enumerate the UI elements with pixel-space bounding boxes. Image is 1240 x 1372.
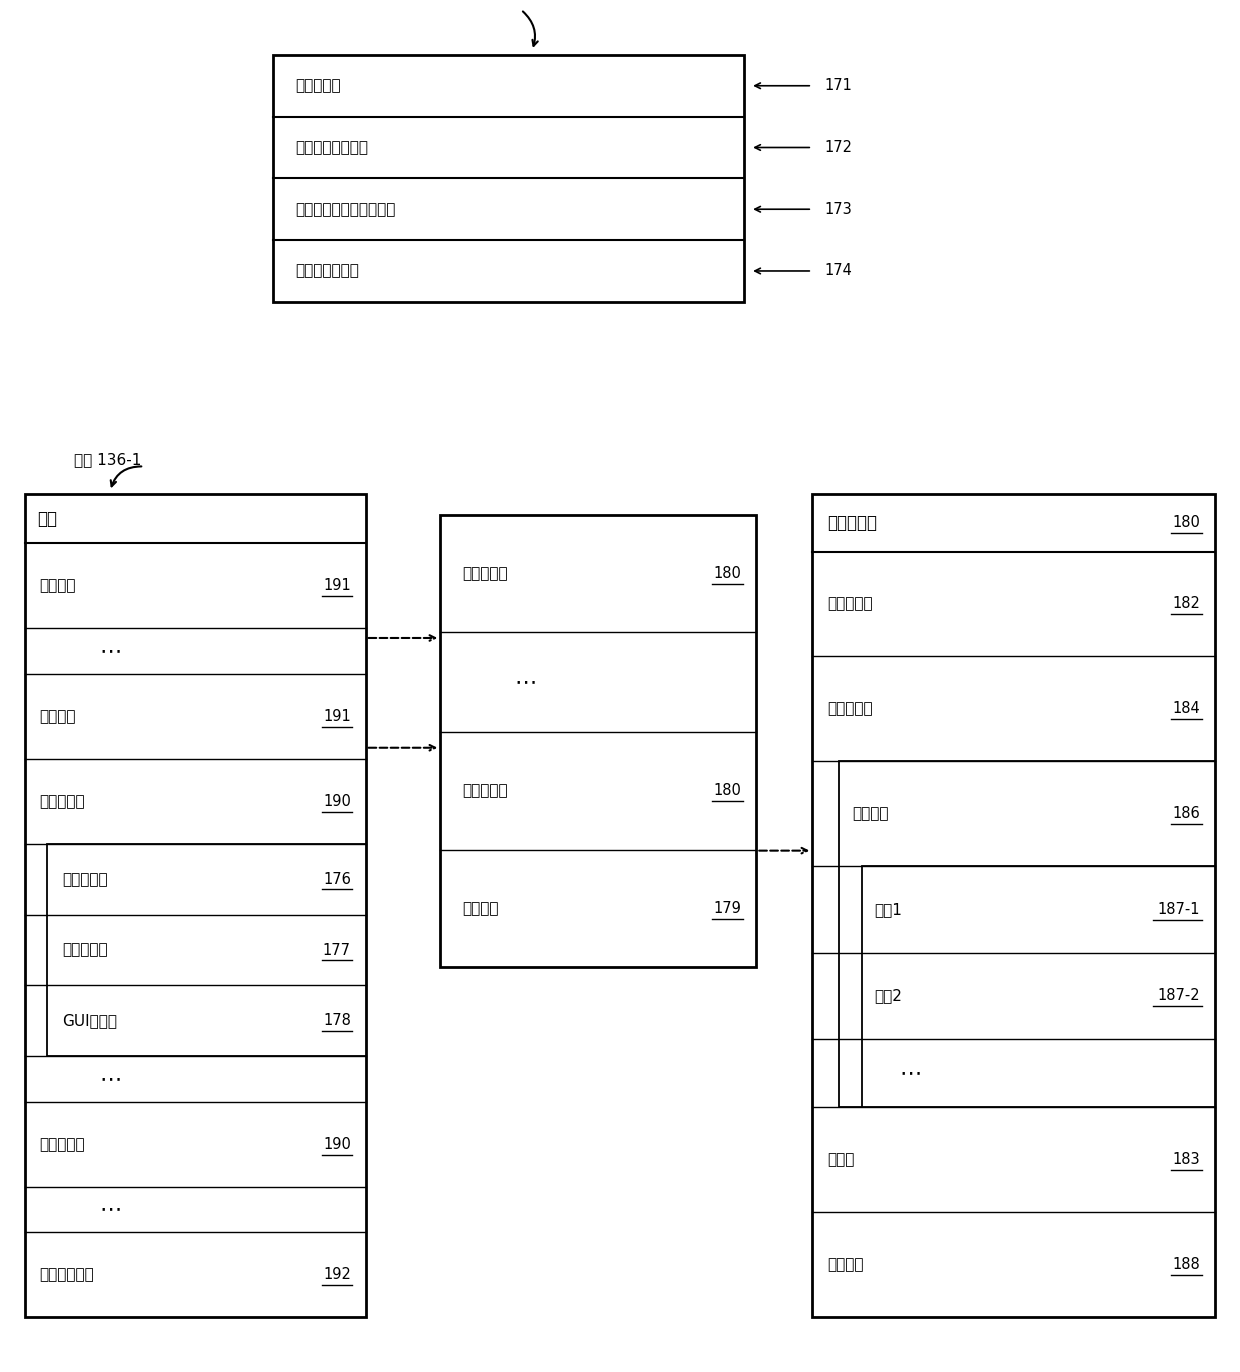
Text: ⋯: ⋯ xyxy=(515,672,537,691)
Bar xyxy=(273,55,744,302)
Text: 应用视图: 应用视图 xyxy=(40,709,76,723)
Text: 事件识别器: 事件识别器 xyxy=(827,513,877,532)
Text: 187-1: 187-1 xyxy=(1158,901,1200,916)
Bar xyxy=(440,514,756,967)
Text: 184: 184 xyxy=(1173,701,1200,716)
Bar xyxy=(862,866,1215,1107)
Text: 事件数据: 事件数据 xyxy=(463,901,498,916)
Text: 191: 191 xyxy=(324,709,351,723)
Text: 177: 177 xyxy=(322,943,351,958)
Text: 命中视图确定模块: 命中视图确定模块 xyxy=(295,140,368,155)
Bar xyxy=(47,844,366,1056)
Text: 180: 180 xyxy=(714,565,742,580)
Text: 元数据: 元数据 xyxy=(827,1152,854,1168)
Bar xyxy=(839,761,1215,1107)
Text: 事件识别器: 事件识别器 xyxy=(463,565,508,580)
Text: ⋯: ⋯ xyxy=(899,1063,921,1084)
Text: 事件接收器: 事件接收器 xyxy=(827,597,873,612)
Text: 对象更新器: 对象更新器 xyxy=(62,943,108,958)
Text: 183: 183 xyxy=(1173,1152,1200,1168)
Text: 数据更新器: 数据更新器 xyxy=(62,871,108,886)
Text: 活动事件识别器确定模块: 活动事件识别器确定模块 xyxy=(295,202,396,217)
Text: 事件2: 事件2 xyxy=(874,988,901,1003)
Text: 事件分派器模块: 事件分派器模块 xyxy=(295,263,360,279)
Text: ⋯: ⋯ xyxy=(99,1199,122,1220)
Text: 事件比较器: 事件比较器 xyxy=(827,701,873,716)
Text: 171: 171 xyxy=(825,78,852,93)
Text: 187-2: 187-2 xyxy=(1158,988,1200,1003)
Text: 事件监视器: 事件监视器 xyxy=(295,78,341,93)
Text: ⋯: ⋯ xyxy=(99,1069,122,1089)
Text: 事件处理机: 事件处理机 xyxy=(40,1137,86,1151)
Text: 176: 176 xyxy=(324,871,351,886)
Text: 173: 173 xyxy=(825,202,852,217)
Text: 事件定义: 事件定义 xyxy=(852,807,888,820)
Text: GUI更新器: GUI更新器 xyxy=(62,1014,117,1029)
Text: 178: 178 xyxy=(324,1014,351,1029)
Text: 180: 180 xyxy=(1173,516,1200,530)
Text: 180: 180 xyxy=(714,783,742,799)
Text: 174: 174 xyxy=(825,263,852,279)
Bar xyxy=(25,494,366,1317)
Text: 应用内部状态: 应用内部状态 xyxy=(40,1268,94,1281)
Text: 应用: 应用 xyxy=(37,509,57,528)
Text: 事件识别器: 事件识别器 xyxy=(463,783,508,799)
Bar xyxy=(812,494,1215,1317)
Text: 事件处理机: 事件处理机 xyxy=(40,794,86,808)
Text: 186: 186 xyxy=(1173,807,1200,820)
Text: 事件1: 事件1 xyxy=(874,901,901,916)
Text: 182: 182 xyxy=(1173,597,1200,612)
Text: 事件递送: 事件递送 xyxy=(827,1257,863,1272)
Text: 191: 191 xyxy=(324,579,351,593)
Text: 172: 172 xyxy=(825,140,853,155)
Text: 190: 190 xyxy=(324,794,351,808)
Text: 179: 179 xyxy=(714,901,742,916)
Text: 192: 192 xyxy=(324,1268,351,1281)
Text: 应用 136-1: 应用 136-1 xyxy=(74,453,141,466)
Text: ⋯: ⋯ xyxy=(99,641,122,661)
Text: 188: 188 xyxy=(1173,1257,1200,1272)
Text: 190: 190 xyxy=(324,1137,351,1151)
Text: 应用视图: 应用视图 xyxy=(40,579,76,593)
